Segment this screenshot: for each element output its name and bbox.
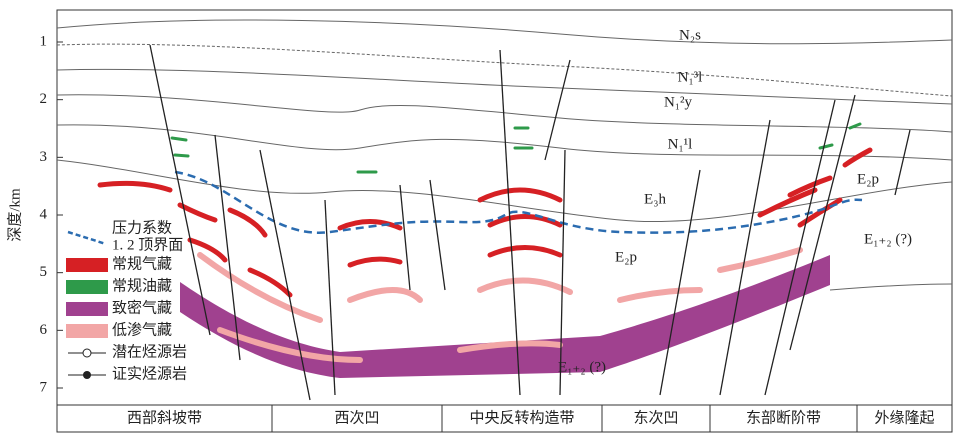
region-label: 东次凹 [633, 409, 678, 426]
formation-label: N₁³l [678, 69, 703, 85]
legend-label: 潜在烃源岩 [112, 343, 187, 360]
region-label: 中央反转构造带 [469, 409, 574, 426]
legend-label: 证实烃源岩 [112, 365, 187, 382]
axis-title: 深度/km [6, 188, 23, 242]
formation-label: N₁¹l [668, 136, 693, 152]
region-label: 西部斜坡带 [127, 409, 202, 426]
legend-swatch [83, 371, 91, 379]
legend-swatch [66, 324, 108, 338]
legend-label: 常规气藏 [112, 255, 172, 272]
page: {"axis": {"label": "深度/km", "ticks": [1,… [0, 0, 957, 435]
legend-label: 致密气藏 [112, 299, 172, 316]
y-tick-label: 7 [40, 379, 48, 395]
y-tick-label: 3 [40, 149, 48, 165]
legend-swatch [66, 258, 108, 272]
region-label: 西次凹 [334, 409, 379, 426]
formation-label: E₁₊₂ (?) [558, 359, 606, 375]
y-tick-label: 5 [40, 264, 48, 280]
legend-swatch [83, 349, 91, 357]
y-tick-label: 1 [40, 33, 48, 49]
y-tick-label: 4 [40, 206, 48, 222]
formation-label: E₁₊₂ (?) [864, 231, 912, 247]
legend-label: 低渗气藏 [112, 321, 172, 338]
region-label: 外缘隆起 [874, 409, 934, 426]
legend-swatch [66, 280, 108, 294]
formation-label: E₂p [857, 171, 879, 187]
y-tick-label: 2 [40, 91, 48, 107]
cross-section: 压力系数 1. 2 顶界面 常规气藏 常规油藏 致密气藏 低渗气藏 潜在烃源岩 … [0, 0, 957, 435]
legend-label: 常规油藏 [112, 277, 172, 294]
legend-swatch [66, 302, 108, 316]
formation-label: N₂s [679, 27, 701, 43]
formation-label: E₂p [615, 249, 637, 265]
region-label: 东部断阶带 [746, 409, 821, 426]
formation-label: E₃h [644, 191, 666, 207]
legend-label: 压力系数 [112, 219, 172, 236]
y-tick-label: 6 [40, 322, 48, 338]
formation-label: N₁²y [664, 94, 693, 110]
legend-label: 1. 2 顶界面 [112, 237, 183, 253]
